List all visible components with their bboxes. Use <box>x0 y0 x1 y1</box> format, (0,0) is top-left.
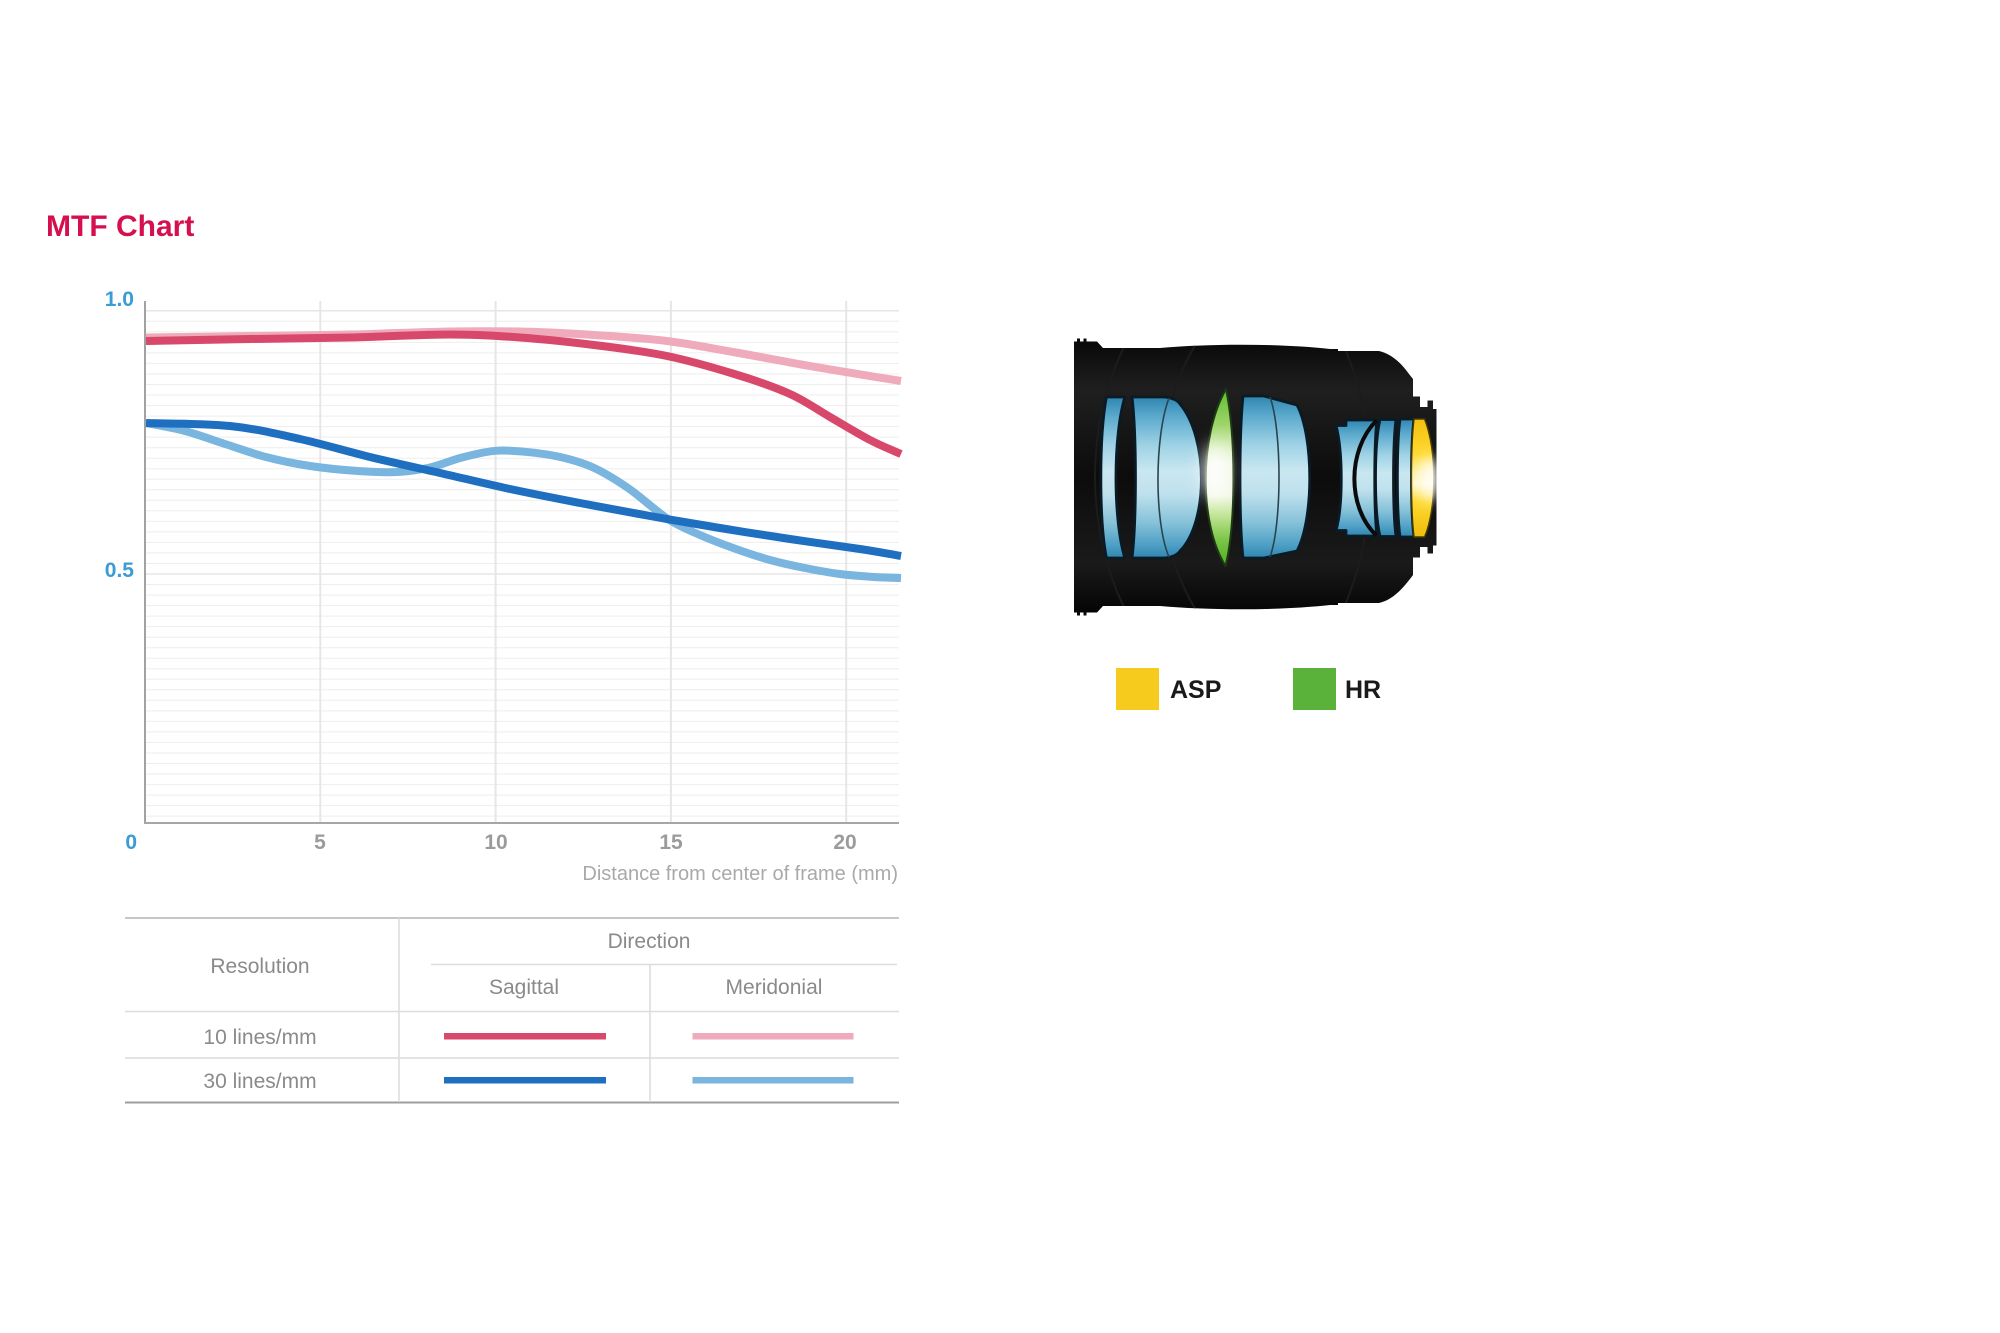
svg-text:1.0: 1.0 <box>105 288 134 311</box>
svg-text:30 lines/mm: 30 lines/mm <box>203 1070 316 1093</box>
svg-text:10 lines/mm: 10 lines/mm <box>203 1026 316 1049</box>
svg-text:Sagittal: Sagittal <box>489 976 559 999</box>
svg-text:HR: HR <box>1345 676 1381 704</box>
svg-text:Meridonial: Meridonial <box>726 976 823 999</box>
svg-text:20: 20 <box>833 831 856 854</box>
svg-text:5: 5 <box>314 831 326 854</box>
svg-text:Distance from center of frame: Distance from center of frame (mm) <box>582 863 898 885</box>
svg-text:10: 10 <box>484 831 507 854</box>
svg-text:Resolution: Resolution <box>210 955 309 978</box>
svg-text:MTF Chart: MTF Chart <box>46 210 194 243</box>
svg-text:0.5: 0.5 <box>105 559 135 582</box>
svg-text:ASP: ASP <box>1170 676 1221 704</box>
svg-text:15: 15 <box>659 831 683 854</box>
svg-text:0: 0 <box>125 831 137 854</box>
svg-text:Direction: Direction <box>608 930 691 953</box>
